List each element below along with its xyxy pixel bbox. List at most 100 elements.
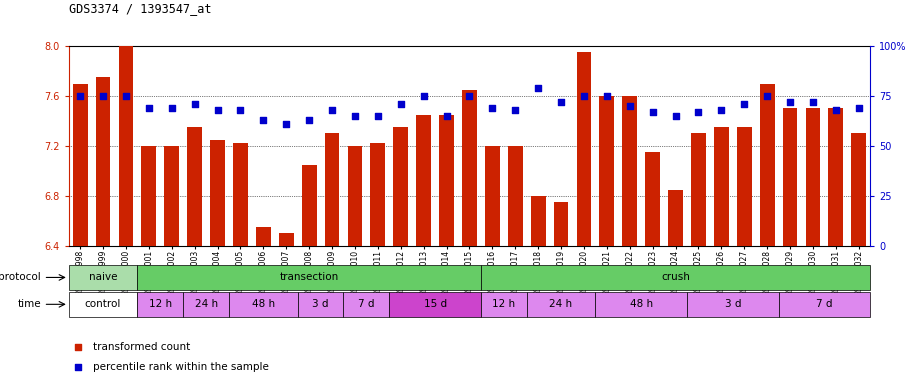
- Bar: [210, 140, 225, 246]
- Text: 24 h: 24 h: [194, 299, 218, 310]
- Bar: [599, 96, 615, 246]
- Bar: [298, 292, 344, 317]
- Bar: [72, 84, 88, 246]
- Text: naive: naive: [89, 272, 117, 283]
- Bar: [301, 165, 317, 246]
- Point: [759, 93, 774, 99]
- Text: 3 d: 3 d: [725, 299, 741, 310]
- Point: [95, 93, 110, 99]
- Text: 3 d: 3 d: [312, 299, 329, 310]
- Text: 48 h: 48 h: [252, 299, 275, 310]
- Point: [485, 105, 499, 111]
- Bar: [183, 292, 229, 317]
- Bar: [691, 134, 706, 246]
- Bar: [668, 190, 683, 246]
- Point: [347, 113, 362, 119]
- Point: [118, 93, 133, 99]
- Point: [462, 93, 476, 99]
- Bar: [229, 292, 298, 317]
- Point: [851, 105, 866, 111]
- Point: [233, 107, 247, 113]
- Bar: [828, 109, 844, 246]
- Point: [439, 113, 453, 119]
- Bar: [595, 292, 687, 317]
- Point: [668, 113, 682, 119]
- Bar: [141, 146, 157, 246]
- Point: [714, 107, 728, 113]
- Text: transection: transection: [279, 272, 339, 283]
- Bar: [347, 146, 363, 246]
- Bar: [714, 127, 729, 246]
- Text: protocol: protocol: [0, 272, 41, 283]
- Bar: [69, 292, 137, 317]
- Point: [71, 364, 86, 370]
- Text: 12 h: 12 h: [148, 299, 172, 310]
- Text: transformed count: transformed count: [93, 342, 190, 352]
- Point: [805, 99, 820, 105]
- Bar: [344, 292, 389, 317]
- Point: [576, 93, 591, 99]
- Point: [72, 93, 87, 99]
- Bar: [187, 127, 202, 246]
- Text: GDS3374 / 1393547_at: GDS3374 / 1393547_at: [69, 2, 212, 15]
- Point: [256, 117, 270, 123]
- Bar: [95, 77, 111, 246]
- Bar: [324, 134, 340, 246]
- Point: [164, 105, 179, 111]
- Point: [622, 103, 637, 109]
- Point: [393, 101, 408, 107]
- Bar: [256, 227, 271, 246]
- Bar: [736, 127, 752, 246]
- Text: 24 h: 24 h: [550, 299, 572, 310]
- Point: [324, 107, 339, 113]
- Bar: [416, 115, 431, 246]
- Point: [691, 109, 705, 115]
- Bar: [530, 196, 546, 246]
- Text: percentile rank within the sample: percentile rank within the sample: [93, 362, 268, 372]
- Bar: [481, 292, 527, 317]
- Point: [71, 344, 86, 350]
- Bar: [69, 265, 137, 290]
- Point: [645, 109, 660, 115]
- Bar: [137, 265, 481, 290]
- Bar: [782, 109, 798, 246]
- Point: [530, 85, 545, 91]
- Point: [507, 107, 522, 113]
- Bar: [779, 292, 870, 317]
- Point: [553, 99, 568, 105]
- Bar: [462, 90, 477, 246]
- Bar: [278, 233, 294, 246]
- Point: [278, 121, 293, 127]
- Point: [210, 107, 224, 113]
- Bar: [687, 292, 779, 317]
- Bar: [485, 146, 500, 246]
- Point: [599, 93, 614, 99]
- Bar: [481, 265, 870, 290]
- Bar: [645, 152, 660, 246]
- Bar: [851, 134, 867, 246]
- Bar: [439, 115, 454, 246]
- Text: 15 d: 15 d: [423, 299, 447, 310]
- Bar: [118, 46, 134, 246]
- Point: [828, 107, 843, 113]
- Point: [782, 99, 797, 105]
- Text: time: time: [17, 299, 41, 310]
- Point: [141, 105, 156, 111]
- Bar: [805, 109, 821, 246]
- Point: [416, 93, 431, 99]
- Text: 12 h: 12 h: [492, 299, 516, 310]
- Bar: [527, 292, 595, 317]
- Bar: [370, 144, 386, 246]
- Bar: [393, 127, 409, 246]
- Text: 7 d: 7 d: [358, 299, 375, 310]
- Bar: [576, 52, 592, 246]
- Bar: [553, 202, 569, 246]
- Text: 7 d: 7 d: [816, 299, 833, 310]
- Bar: [622, 96, 638, 246]
- Bar: [389, 292, 481, 317]
- Text: control: control: [85, 299, 121, 310]
- Bar: [759, 84, 775, 246]
- Point: [736, 101, 751, 107]
- Text: crush: crush: [661, 272, 690, 283]
- Point: [370, 113, 385, 119]
